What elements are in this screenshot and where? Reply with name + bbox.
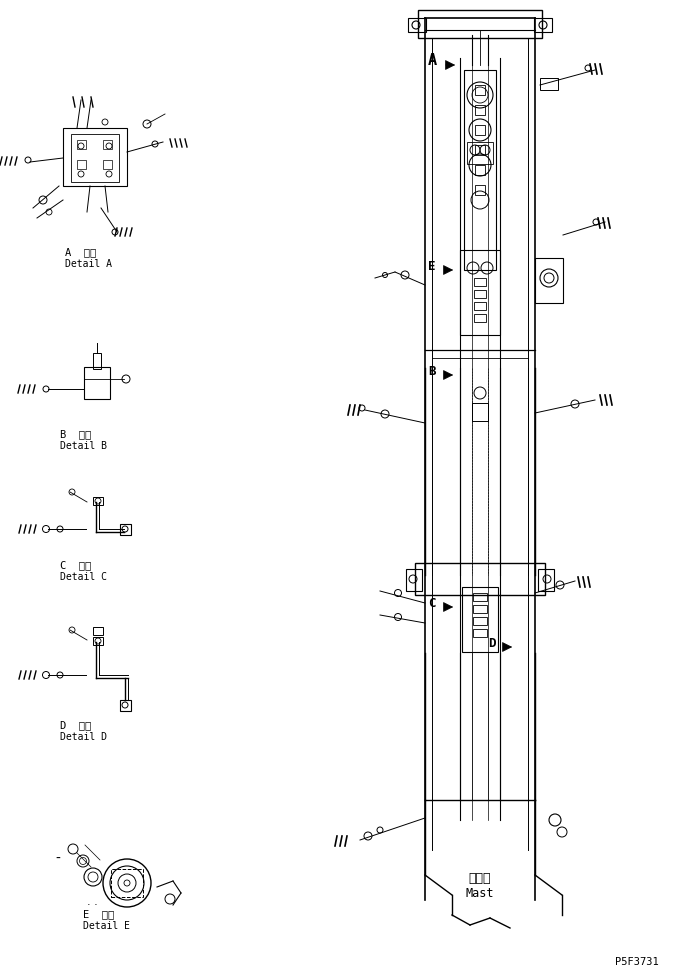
Bar	[460, 250, 500, 335]
Bar	[120, 524, 131, 535]
Text: E: E	[428, 260, 435, 273]
Text: Detail B: Detail B	[60, 441, 107, 451]
Bar	[534, 18, 552, 32]
Bar	[93, 497, 103, 505]
Text: Mast: Mast	[465, 887, 493, 900]
Bar	[464, 70, 496, 270]
Text: Detail C: Detail C	[60, 572, 107, 582]
Bar	[406, 569, 422, 591]
Text: D  詳細: D 詳細	[60, 720, 91, 730]
Bar	[408, 18, 426, 32]
Bar	[77, 140, 86, 149]
Bar	[77, 160, 86, 169]
Text: -: -	[55, 852, 60, 866]
Text: A: A	[428, 53, 437, 68]
Bar	[93, 353, 101, 369]
Text: P5F3731: P5F3731	[615, 957, 659, 967]
Text: E  詳細: E 詳細	[83, 909, 114, 919]
Text: A  詳細: A 詳細	[65, 247, 96, 257]
Bar	[103, 160, 112, 169]
Bar	[538, 569, 554, 591]
Bar	[120, 700, 131, 711]
Text: マスト: マスト	[468, 872, 491, 885]
Bar	[473, 617, 487, 625]
Bar	[474, 290, 486, 298]
Bar	[474, 278, 486, 286]
Text: C: C	[428, 597, 435, 610]
Bar	[472, 403, 488, 421]
Bar	[535, 258, 563, 303]
Bar	[475, 165, 485, 175]
Bar	[473, 629, 487, 637]
Bar	[475, 185, 485, 195]
Text: B: B	[428, 365, 435, 378]
Text: . .: . .	[87, 897, 98, 907]
Bar	[474, 302, 486, 310]
Bar	[540, 78, 558, 90]
Bar	[84, 367, 110, 399]
Text: C  詳細: C 詳細	[60, 560, 91, 570]
Bar	[111, 869, 143, 897]
Bar	[474, 314, 486, 322]
Bar	[462, 587, 498, 652]
Bar	[475, 125, 485, 135]
Text: D: D	[488, 637, 495, 650]
Bar	[93, 627, 103, 635]
Bar	[475, 145, 485, 155]
Bar	[473, 605, 487, 613]
Bar	[415, 563, 545, 595]
Bar	[418, 10, 542, 38]
Bar	[475, 105, 485, 115]
Bar	[467, 142, 493, 164]
Bar	[71, 134, 119, 182]
Bar	[63, 128, 127, 186]
Text: Detail E: Detail E	[83, 921, 130, 931]
Text: B  詳細: B 詳細	[60, 429, 91, 439]
Bar	[93, 637, 103, 645]
Bar	[473, 593, 487, 601]
Text: Detail A: Detail A	[65, 259, 112, 269]
Text: Detail D: Detail D	[60, 732, 107, 742]
Bar	[103, 140, 112, 149]
Bar	[475, 85, 485, 95]
